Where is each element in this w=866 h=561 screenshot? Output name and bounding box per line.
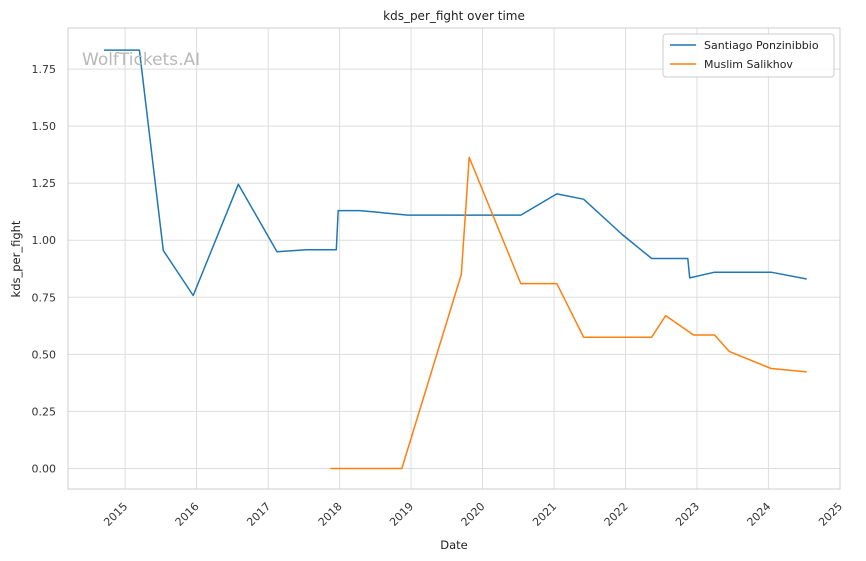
y-tick-label: 0.50 [32, 348, 57, 361]
legend-label-santiago-ponzinibbio: Santiago Ponzinibbio [704, 39, 819, 52]
y-axis-ticks: 0.00 0.25 0.50 0.75 1.00 1.25 1.50 1.75 [32, 63, 57, 475]
watermark: WolfTickets.AI [82, 50, 200, 70]
y-tick-label: 1.25 [32, 177, 57, 190]
legend-box [662, 33, 835, 78]
y-tick-label: 1.75 [32, 63, 57, 76]
y-tick-label: 1.50 [32, 120, 57, 133]
y-tick-label: 1.00 [32, 234, 57, 247]
legend: Santiago Ponzinibbio Muslim Salikhov [662, 33, 835, 78]
y-tick-label: 0.25 [32, 405, 57, 418]
chart-title: kds_per_fight over time [383, 9, 525, 23]
y-axis-label: kds_per_fight [9, 220, 23, 297]
x-axis-label: Date [440, 538, 468, 552]
y-tick-label: 0.00 [32, 462, 57, 475]
series-line-santiago-ponzinibbio [104, 49, 807, 297]
series-line-muslim-salikhov [330, 156, 807, 470]
plot-frame [67, 27, 841, 490]
legend-label-muslim-salikhov: Muslim Salikhov [704, 58, 793, 71]
y-tick-label: 0.75 [32, 291, 57, 304]
plot-area [68, 28, 840, 489]
series-layer [104, 49, 807, 470]
